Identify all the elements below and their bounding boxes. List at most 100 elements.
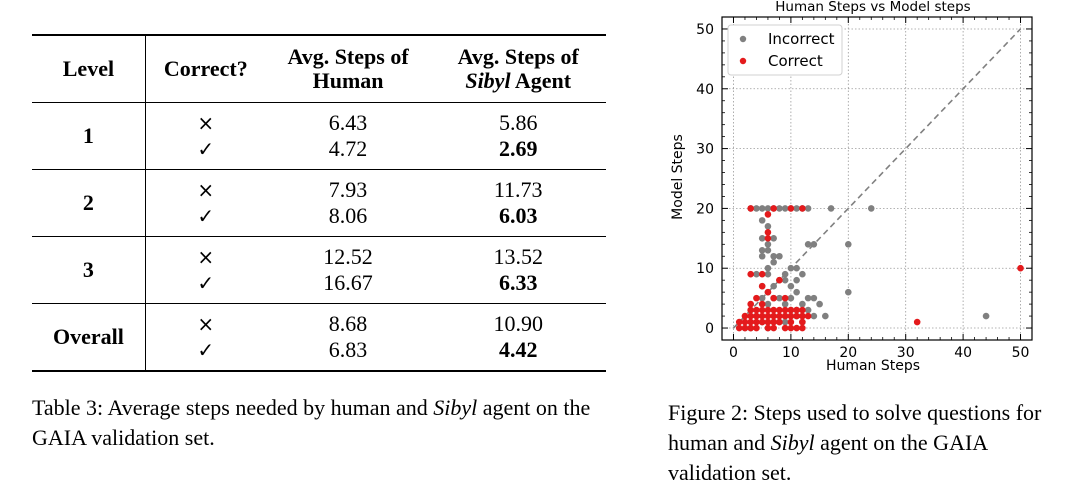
human-steps-cell: 7.93 8.06 [266,170,431,237]
y-tick-label: 50 [696,22,714,38]
steps-table-container: Level Correct? Avg. Steps of Human Avg. … [32,34,606,372]
incorrect-point [781,270,789,278]
correct-point [758,318,766,326]
correct-cell: × ✓ [145,304,265,372]
correct-point [793,306,800,314]
incorrect-point [753,205,760,212]
human-steps-cell: 8.68 6.83 [266,304,431,372]
correct-point [758,282,766,290]
correct-point [764,312,772,320]
human-correct-value: 4.72 [328,136,368,161]
incorrect-point [770,282,777,290]
incorrect-point [770,258,777,266]
incorrect-point [844,288,852,296]
x-tick-label: 30 [897,345,915,361]
legend-incorrect-marker [739,35,747,43]
level-cell: 3 [32,236,146,304]
incorrect-point [776,205,783,212]
agent-correct-value: 6.33 [498,270,538,295]
incorrect-point [793,288,800,296]
human-incorrect-value: 8.68 [328,311,368,336]
human-correct-value: 6.83 [328,337,368,362]
level-cell: 1 [32,102,146,170]
table-row: 1 × ✓ 6.43 4.72 5.86 2.69 [32,102,606,170]
correct-point [770,312,777,320]
incorrect-point [753,270,760,278]
agent-steps-cell: 5.86 2.69 [430,103,606,170]
incorrect-point [781,318,789,326]
correct-point [764,324,772,332]
header-level: Level [32,35,146,103]
correct-cell: × ✓ [145,103,265,170]
correct-point [1017,264,1024,272]
agent-correct-value: 4.42 [498,337,538,362]
incorrect-point [827,205,835,212]
correct-point [758,306,766,314]
correct-cell: × ✓ [145,170,265,237]
incorrect-point [816,300,823,308]
correct-point [799,324,806,332]
incorrect-point [758,294,766,302]
header-human-line2: Human [312,68,384,93]
agent-incorrect-value: 11.73 [493,177,543,202]
level-cell: 2 [32,169,146,237]
human-steps-cell: 12.52 16.67 [266,237,431,304]
incorrect-symbol: × [197,111,215,135]
level-cell: Overall [32,303,146,371]
x-tick-label: 20 [839,345,857,361]
incorrect-point [799,300,806,308]
header-correct: Correct? [163,56,248,81]
table-header-row: Level Correct? Avg. Steps of Human Avg. … [32,35,606,103]
incorrect-point [810,294,818,302]
incorrect-point [764,264,772,272]
correct-point [764,306,772,314]
incorrect-point [787,264,795,272]
correct-point [776,306,783,314]
correct-point [747,306,755,314]
agent-incorrect-value: 13.52 [493,244,543,269]
human-incorrect-value: 6.43 [328,110,368,135]
correct-point [787,306,795,314]
table-row: 3 × ✓ 12.52 16.67 13.52 6.33 [32,236,606,304]
correct-point [753,324,760,332]
correct-point [753,312,760,320]
correct-point [781,306,789,314]
y-tick-label: 40 [696,82,714,98]
correct-point [799,306,806,314]
correct-point [776,318,783,326]
table-caption: Table 3: Average steps needed by human a… [32,393,632,453]
agent-steps-cell: 11.73 6.03 [430,170,606,237]
reference-diagonal-line [732,28,1022,329]
correct-point [764,235,772,242]
correct-point [781,312,789,320]
correct-point [747,324,755,332]
correct-point [781,294,789,302]
incorrect-point [770,252,777,260]
correct-point [747,318,755,326]
incorrect-point [781,276,789,284]
scatter-chart: Human Steps vs Model steps 0 10 20 30 40 50 0 1… [670,0,1033,374]
incorrect-symbol: × [197,245,215,269]
incorrect-point [776,252,783,260]
table-row: 2 × ✓ 7.93 8.06 11.73 6.03 [32,169,606,237]
y-tick-label: 10 [696,261,714,277]
table-caption-prefix: Table 3: Average steps needed by human a… [32,395,434,420]
correct-point [793,312,800,320]
legend-box [727,24,843,76]
y-tick-label: 0 [705,321,714,337]
agent-incorrect-value: 10.90 [493,311,543,336]
correct-point [799,312,806,320]
correct-point [764,318,772,326]
incorrect-point [844,240,852,248]
table-caption-suffix: agent on the GAIA validation set. [32,395,591,450]
incorrect-point [793,205,800,212]
incorrect-symbol: × [197,312,215,336]
correct-point [741,318,749,326]
incorrect-point [804,205,812,212]
correct-symbol: ✓ [197,338,215,362]
incorrect-symbol: × [197,178,215,202]
human-incorrect-value: 12.52 [323,244,373,269]
header-agent-sibyl: Sibyl [465,68,511,93]
legend: Incorrect Correct [727,24,843,76]
legend-correct-label: Correct [768,52,823,70]
